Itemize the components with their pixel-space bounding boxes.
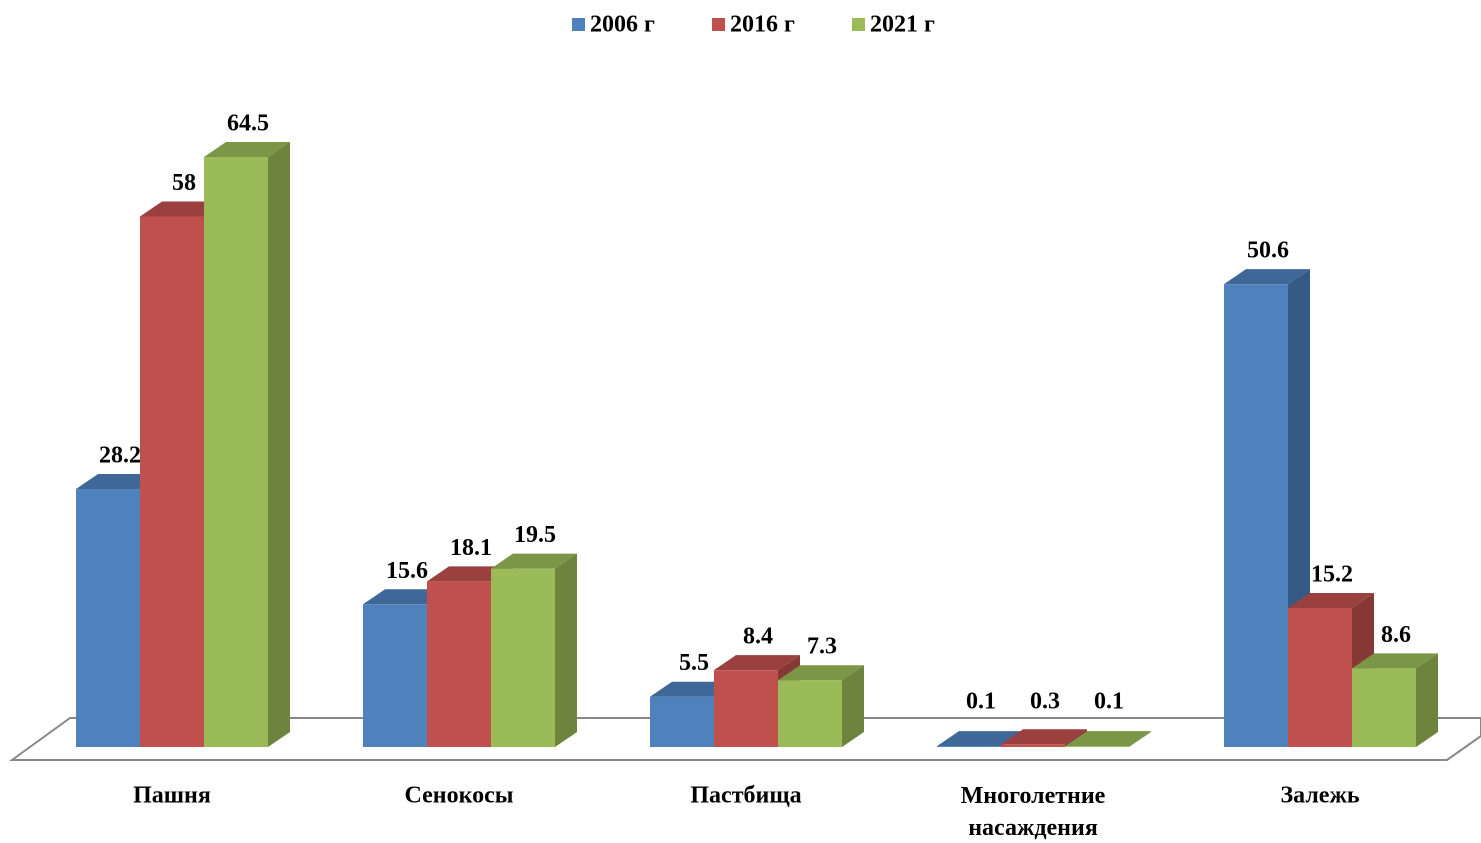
legend-swatch bbox=[852, 18, 865, 31]
data-label: 8.4 bbox=[743, 624, 773, 650]
x-tick-label: Пастбища bbox=[690, 783, 801, 809]
bar-front bbox=[491, 568, 555, 747]
legend-label: 2006 г bbox=[590, 12, 655, 38]
bar-top bbox=[778, 665, 864, 681]
floor bbox=[8, 717, 1481, 761]
data-label: 15.6 bbox=[386, 558, 428, 584]
bar-front bbox=[1352, 668, 1416, 747]
data-label: 0.1 bbox=[966, 689, 996, 715]
data-label: 8.6 bbox=[1381, 622, 1411, 648]
bar-top bbox=[204, 142, 290, 157]
bar-top bbox=[1288, 592, 1374, 608]
bar-top bbox=[714, 655, 800, 671]
bar-front bbox=[1288, 607, 1352, 747]
bar-top bbox=[937, 731, 1023, 747]
legend-label: 2016 г bbox=[730, 12, 795, 38]
data-label: 0.1 bbox=[1094, 689, 1124, 715]
bar bbox=[1065, 731, 1151, 747]
bar-front bbox=[778, 680, 842, 747]
bar bbox=[778, 665, 864, 747]
bar-front bbox=[140, 216, 204, 747]
bar-front bbox=[1224, 284, 1288, 747]
bar-front bbox=[363, 604, 427, 747]
x-tick-label: Сенокосы bbox=[404, 783, 513, 809]
legend-label: 2021 г bbox=[870, 12, 935, 38]
data-label: 15.2 bbox=[1311, 561, 1353, 587]
bar-front bbox=[76, 489, 140, 747]
data-label: 5.5 bbox=[679, 650, 709, 676]
bar-front bbox=[1001, 744, 1065, 747]
legend-swatch bbox=[572, 18, 585, 31]
data-label: 7.3 bbox=[807, 634, 837, 660]
bar-side bbox=[1416, 653, 1438, 747]
data-label: 50.6 bbox=[1247, 238, 1289, 264]
legend-swatch bbox=[712, 18, 725, 31]
bar-side bbox=[555, 553, 577, 747]
bar-front bbox=[937, 746, 1001, 747]
bar-top bbox=[491, 553, 577, 569]
data-label: 19.5 bbox=[514, 522, 556, 548]
bar bbox=[491, 553, 577, 747]
bar-side bbox=[842, 665, 864, 747]
data-label: 28.2 bbox=[99, 443, 141, 469]
bar-front bbox=[1065, 746, 1129, 747]
bar-top bbox=[1352, 653, 1438, 669]
bar bbox=[204, 142, 290, 747]
data-label: 58 bbox=[172, 170, 196, 196]
bar-front bbox=[650, 696, 714, 747]
bar-side bbox=[1129, 731, 1151, 747]
x-tick-label: Пашня bbox=[133, 783, 211, 809]
bar-top bbox=[1065, 731, 1151, 747]
bar-top bbox=[1001, 729, 1087, 745]
x-tick-label: Многолетние насаждения bbox=[961, 783, 1106, 841]
bar-top bbox=[1224, 269, 1310, 285]
x-tick-label: Залежь bbox=[1280, 783, 1359, 809]
bar-side bbox=[268, 142, 290, 747]
bar-front bbox=[714, 670, 778, 747]
bar-front bbox=[204, 157, 268, 747]
data-label: 18.1 bbox=[450, 535, 492, 561]
data-label: 64.5 bbox=[227, 111, 269, 137]
data-label: 0.3 bbox=[1030, 689, 1060, 715]
bar bbox=[1352, 653, 1438, 747]
bar-front bbox=[427, 581, 491, 747]
